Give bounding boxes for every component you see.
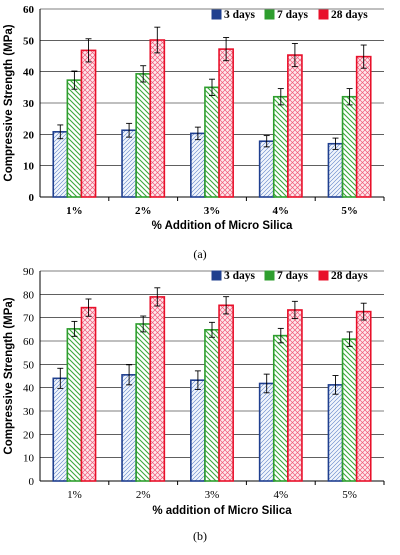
y-tick-label: 30 xyxy=(23,406,35,418)
x-tick-label: 4% xyxy=(273,205,290,217)
x-tick-label: 5% xyxy=(341,205,358,217)
y-tick-label: 0 xyxy=(29,476,35,488)
x-tick-label: 5% xyxy=(342,489,357,501)
bar-7-days xyxy=(272,95,289,198)
bar-3-days xyxy=(121,374,137,482)
bar-7-days xyxy=(272,334,289,482)
x-tick-label: 3% xyxy=(205,489,220,501)
x-tick-label: 1% xyxy=(66,205,83,217)
legend-swatch xyxy=(318,9,329,20)
bar-3-days xyxy=(258,140,275,198)
legend-label: 3 days xyxy=(224,9,256,21)
legend-label: 7 days xyxy=(277,270,309,282)
x-tick-label: 4% xyxy=(273,489,288,501)
bar-28-days xyxy=(355,55,372,198)
legend-swatch xyxy=(211,270,222,281)
bar-7-days xyxy=(66,328,83,482)
y-tick-label: 40 xyxy=(23,383,35,395)
y-tick-label: 50 xyxy=(23,359,35,371)
chart-b: 0 10 20 30 40 50 60 70 80 90 1% 2% 3% 4% 5% 3 days 7 day… xyxy=(3,266,385,543)
bar-3-days xyxy=(121,129,137,198)
x-tick-label: 3% xyxy=(204,205,221,217)
bar-7-days xyxy=(135,323,152,482)
y-tick-label: 80 xyxy=(23,289,35,301)
y-tick-label: 60 xyxy=(23,4,35,16)
bar-28-days xyxy=(355,310,372,482)
y-tick-label: 10 xyxy=(23,453,35,465)
bar-7-days xyxy=(66,79,83,198)
y-tick-label: 60 xyxy=(23,336,35,348)
bar-3-days xyxy=(190,132,206,198)
bar-28-days xyxy=(218,48,234,198)
y-tick-label: 10 xyxy=(23,161,35,173)
legend-label: 3 days xyxy=(224,270,256,282)
y-tick-label: 90 xyxy=(23,266,35,278)
bar-3-days xyxy=(327,384,344,482)
bar-3-days xyxy=(52,131,69,198)
legend-label: 7 days xyxy=(277,9,309,21)
y-tick-label: 20 xyxy=(23,429,35,441)
y-tick-label: 0 xyxy=(29,192,35,204)
bar-28-days xyxy=(80,49,97,198)
y-tick-label: 50 xyxy=(23,35,35,47)
legend-swatch xyxy=(264,9,275,20)
legend-swatch xyxy=(318,270,329,281)
bar-28-days xyxy=(287,309,303,482)
legend-label: 28 days xyxy=(331,9,368,21)
x-axis-label: % addition of Micro Silica xyxy=(152,505,292,517)
bar-3-days xyxy=(52,377,69,482)
bar-3-days xyxy=(327,142,344,198)
bar-7-days xyxy=(341,95,358,198)
y-tick-label: 30 xyxy=(23,98,35,110)
figure-caption: (a) xyxy=(193,247,206,261)
bar-7-days xyxy=(204,328,220,482)
bar-28-days xyxy=(149,296,166,482)
bar-28-days xyxy=(287,54,303,198)
y-tick-label: 70 xyxy=(23,313,35,325)
bar-7-days xyxy=(135,73,152,198)
bar-7-days xyxy=(204,86,220,198)
bar-28-days xyxy=(80,306,97,482)
bar-3-days xyxy=(258,382,275,482)
x-tick-label: 1% xyxy=(67,489,82,501)
bar-28-days xyxy=(149,39,166,198)
y-tick-label: 20 xyxy=(23,129,35,141)
figure-caption: (b) xyxy=(193,529,207,543)
bar-3-days xyxy=(190,379,206,482)
legend-label: 28 days xyxy=(331,270,368,282)
chart-a: 0 10 20 30 40 50 60 1% 2% 3% 4% 5% 3 days 7 days 28 da… xyxy=(3,4,385,261)
y-axis-label: Compressive Strength (MPa) xyxy=(3,297,15,454)
bar-28-days xyxy=(218,304,234,482)
x-axis-label: % Addition of Micro Silica xyxy=(152,220,293,232)
bar-7-days xyxy=(341,338,358,482)
legend-swatch xyxy=(264,270,275,281)
x-tick-label: 2% xyxy=(136,489,151,501)
legend-swatch xyxy=(211,9,222,20)
y-tick-label: 40 xyxy=(23,67,35,79)
x-tick-label: 2% xyxy=(135,205,152,217)
y-axis-label: Compressive Strength (MPa) xyxy=(3,24,15,181)
